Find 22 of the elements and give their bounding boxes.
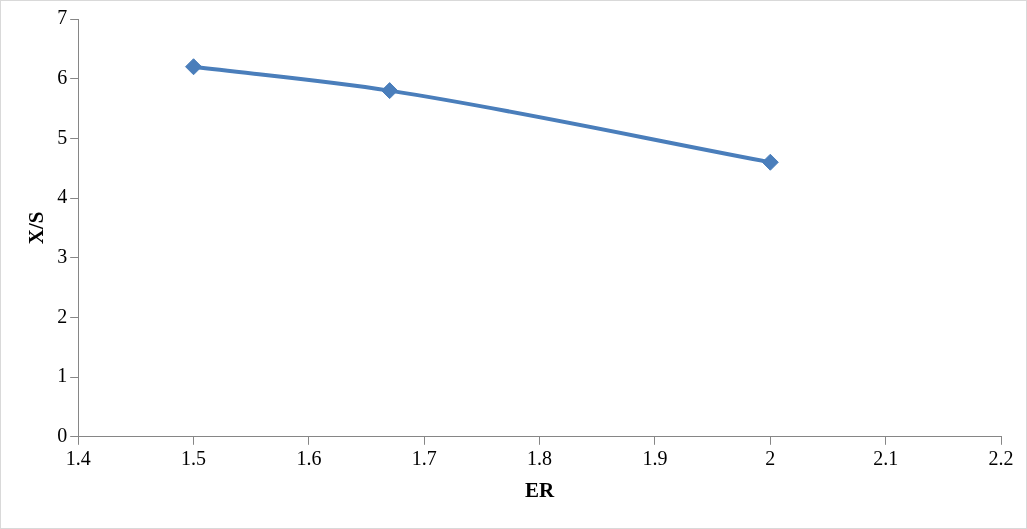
x-tick-label: 1.8 [527,447,553,470]
x-axis-title: ER [525,477,556,502]
point [381,82,399,100]
y-tick-label: 7 [57,6,68,29]
y-tick-label: 3 [57,244,68,267]
y-axis-title: X/S [24,211,49,245]
x-tick-label: 2 [765,447,776,470]
y-tick-label: 5 [57,125,68,148]
y-tick-label: 4 [57,185,68,208]
y-tick-label: 1 [57,364,68,387]
y-tick-label: 2 [57,304,68,327]
point [761,153,779,171]
x-tick-label: 2.2 [988,447,1014,470]
x-tick-label: 1.6 [296,447,322,470]
x-tick-label: 1.4 [65,447,91,470]
point [185,58,203,76]
x-tick-label: 1.7 [411,447,437,470]
x-tick-label: 2.1 [873,447,899,470]
y-tick-label: 6 [57,65,68,88]
x-tick-label: 1.9 [642,447,668,470]
x-tick-label: 1.5 [181,447,207,470]
y-tick-label: 0 [57,424,68,447]
